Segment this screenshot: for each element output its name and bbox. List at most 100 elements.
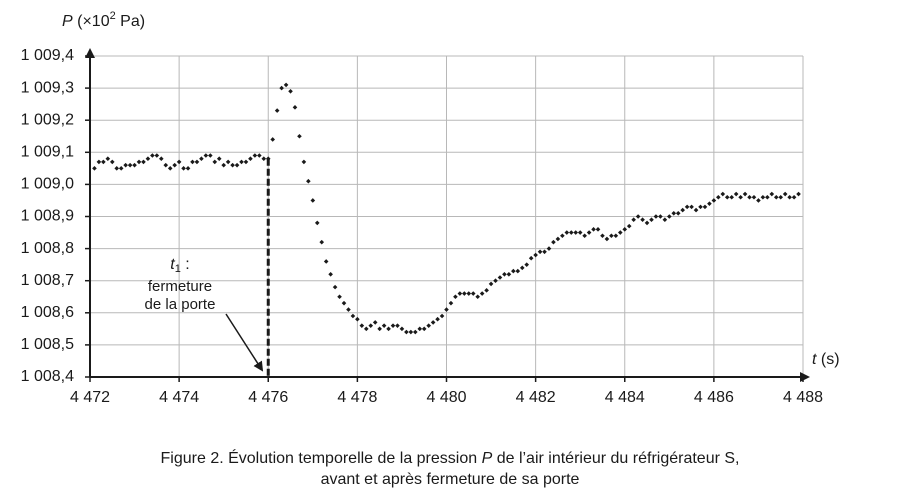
- data-point: [185, 166, 191, 171]
- data-point: [368, 323, 374, 328]
- caption-text: de l’air intérieur du réfrigérateur S,: [492, 450, 739, 467]
- data-point: [609, 233, 614, 239]
- data-point: [390, 323, 396, 328]
- data-point: [212, 159, 218, 165]
- data-point: [733, 191, 739, 197]
- x-tick-label: 4 476: [248, 389, 288, 406]
- data-point: [506, 271, 512, 277]
- data-point: [716, 194, 721, 200]
- data-point: [127, 162, 133, 168]
- data-point: [756, 198, 761, 203]
- data-point: [796, 191, 801, 197]
- data-point: [675, 210, 681, 216]
- data-point: [448, 300, 454, 306]
- data-point: [426, 323, 431, 328]
- y-axis-unit: Pa): [116, 13, 145, 30]
- data-point: [101, 159, 106, 165]
- grid: 1 008,4 1 008,5 1 008,6 1 008,7 1 008,8 1 008…: [21, 47, 824, 406]
- data-point: [591, 227, 596, 232]
- data-point: [524, 262, 530, 267]
- data-point: [649, 217, 654, 223]
- annotation-text: de la porte: [145, 296, 216, 313]
- data-point: [644, 220, 650, 226]
- data-point: [279, 85, 284, 91]
- data-point: [689, 204, 694, 210]
- data-point: [243, 159, 249, 165]
- data-point: [475, 294, 480, 300]
- data-point: [359, 323, 365, 328]
- data-point: [747, 194, 752, 200]
- y-axis-unit: (×10: [77, 13, 110, 30]
- data-point: [635, 214, 641, 219]
- data-point: [769, 191, 775, 197]
- data-point: [560, 233, 565, 239]
- data-point: [408, 329, 414, 335]
- data-point: [653, 214, 659, 219]
- data-point: [658, 214, 663, 219]
- data-point: [265, 156, 271, 162]
- data-point: [546, 246, 552, 251]
- data-point: [662, 217, 668, 223]
- data-point: [167, 166, 173, 171]
- data-point: [724, 194, 730, 200]
- data-point: [163, 162, 169, 168]
- data-point: [595, 227, 601, 232]
- data-point: [301, 159, 307, 165]
- data-point: [274, 108, 280, 113]
- data-point: [319, 239, 325, 245]
- data-point: [225, 159, 231, 165]
- y-tick-label: 1 008,6: [21, 304, 74, 321]
- data-point: [497, 275, 503, 280]
- data-point: [306, 178, 311, 184]
- data-point: [720, 191, 726, 197]
- data-point: [372, 320, 378, 325]
- x-axis-symbol: t: [812, 351, 817, 368]
- data-point: [355, 316, 360, 322]
- data-point: [292, 105, 298, 110]
- data-point: [386, 326, 391, 332]
- data-point: [470, 291, 476, 296]
- data-point: [239, 159, 244, 165]
- data-point: [773, 194, 779, 200]
- data-point: [791, 194, 797, 200]
- data-point: [707, 201, 712, 206]
- data-point: [466, 291, 472, 296]
- data-point: [261, 156, 267, 162]
- data-point: [377, 326, 382, 332]
- data-point: [604, 236, 610, 242]
- data-point: [515, 268, 521, 274]
- data-point: [216, 156, 222, 162]
- data-point: [453, 294, 458, 300]
- data-point: [742, 191, 748, 197]
- data-point: [519, 265, 525, 271]
- y-tick-label: 1 008,8: [21, 240, 74, 257]
- data-point: [96, 159, 102, 165]
- data-point: [568, 230, 574, 235]
- data-point: [363, 326, 369, 332]
- data-point: [283, 82, 289, 88]
- data-point: [577, 230, 583, 235]
- annotation-title: t1 :: [170, 256, 189, 275]
- data-point: [314, 220, 320, 226]
- data-point: [346, 307, 351, 312]
- data-point: [640, 217, 645, 223]
- data-point: [439, 313, 445, 319]
- data-point: [751, 194, 757, 200]
- data-point: [92, 166, 97, 171]
- data-point: [154, 153, 160, 158]
- data-point: [208, 153, 213, 158]
- data-point: [350, 313, 356, 319]
- data-point: [288, 89, 293, 94]
- data-point: [671, 210, 677, 216]
- data-point: [511, 268, 516, 274]
- data-point: [765, 194, 770, 200]
- data-point: [430, 320, 436, 325]
- data-point: [421, 326, 427, 332]
- data-point: [221, 162, 226, 168]
- y-tick-label: 1 009,0: [21, 176, 74, 193]
- data-point: [194, 159, 200, 165]
- data-point: [234, 162, 240, 168]
- caption: avant et après fermeture de sa porte: [321, 471, 580, 488]
- data-point: [555, 236, 561, 242]
